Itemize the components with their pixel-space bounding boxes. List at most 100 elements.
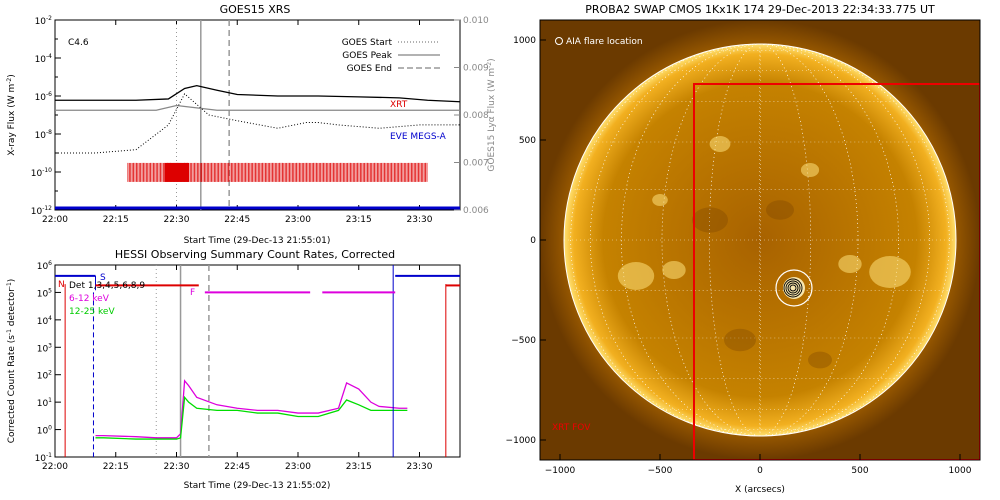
goes-xtick-label: 23:30 — [407, 215, 433, 225]
aia-marker-icon — [555, 37, 563, 45]
hessi-ylabel: Corrected Count Rate (s-1 detector-1) — [6, 279, 17, 444]
goes-chart: GOES15 XRS 22:00 22:15 22:30 22:45 23:00 23:1… — [0, 0, 500, 245]
active-region — [652, 194, 668, 206]
swap-image: PROBA2 SWAP CMOS 1Kx1K 174 29-Dec-2013 2… — [500, 0, 1000, 500]
aia-flare-circle — [775, 269, 813, 307]
goes-xrt-label: XRT — [390, 100, 408, 110]
xrt-fov-label: XRT FOV — [552, 423, 591, 433]
goes-lya-series — [55, 104, 460, 111]
flare-contour — [785, 280, 801, 296]
goes-ytick-right-label: 0.009 — [463, 64, 489, 74]
hessi-xtick-label: 22:00 — [42, 462, 68, 472]
hessi-ytick-label: 100 — [37, 425, 52, 437]
goes-title: GOES15 XRS — [220, 3, 291, 16]
hessi-xtick-label: 23:00 — [285, 462, 311, 472]
active-region — [869, 256, 911, 288]
goes-long-series — [55, 84, 461, 103]
hessi-flag-n: N — [58, 280, 65, 290]
hessi-ytick-label: 101 — [37, 397, 52, 409]
hessi-ytick-label: 105 — [37, 287, 52, 299]
longitude-line — [661, 43, 859, 437]
swap-xtick-label: 0 — [757, 466, 763, 476]
goes-xtick-label: 22:30 — [164, 215, 190, 225]
flare-contour — [783, 278, 803, 298]
goes-ylabel-right: GOES15 Lyα Flux (W m-2) — [486, 58, 497, 171]
hessi-ytick-label: 104 — [37, 315, 52, 327]
goes-ytick-right-label: 0.006 — [463, 206, 489, 216]
hessi-ytick-label: 103 — [37, 342, 52, 354]
hessi-title: HESSI Observing Summary Count Rates, Cor… — [115, 248, 395, 261]
active-region — [662, 261, 686, 279]
hessi-ytick-label: 106 — [37, 260, 52, 272]
goes-legend-label: GOES Peak — [342, 51, 392, 61]
active-region — [617, 262, 655, 290]
goes-ytick-label: 10-10 — [31, 167, 52, 179]
flare-contour — [789, 284, 797, 292]
hessi-plot-area — [54, 264, 461, 458]
active-region — [838, 255, 862, 273]
hessi-legend-612: 6-12 keV — [69, 294, 110, 304]
goes-flare-class: C4.6 — [68, 38, 89, 48]
swap-annotation: AIA flare location — [566, 37, 643, 47]
flare-contour — [787, 282, 799, 294]
dark-region — [692, 207, 728, 233]
hessi-flag-f: F — [190, 288, 195, 298]
goes-short-series — [55, 93, 460, 154]
goes-eve-label: EVE MEGS-A — [390, 132, 447, 142]
hessi-legend-det: Det 1,3,4,5,6,8,9 — [69, 281, 145, 291]
dark-region — [766, 200, 794, 220]
swap-xtick-label: −1000 — [545, 466, 576, 476]
hessi-xlabel: Start Time (29-Dec-13 21:55:02) — [184, 481, 331, 491]
swap-ytick-label: 1000 — [513, 36, 536, 46]
goes-xlabel: Start Time (29-Dec-13 21:55:01) — [184, 236, 331, 245]
hessi-xtick-label: 22:15 — [103, 462, 129, 472]
longitude-line — [708, 43, 812, 437]
goes-ytick-right-label: 0.010 — [463, 16, 489, 26]
goes-xtick-label: 23:15 — [346, 215, 372, 225]
goes-xtick-label: 22:00 — [42, 215, 68, 225]
goes-ytick-label: 10-4 — [35, 53, 53, 65]
longitude-line — [589, 43, 931, 437]
dark-region — [724, 328, 756, 352]
hessi-series-12-25kev — [95, 395, 408, 440]
goes-legend-label: GOES Start — [342, 38, 393, 48]
goes-plot-area — [54, 19, 461, 211]
hessi-xtick-label: 23:15 — [346, 462, 372, 472]
longitude-line — [570, 43, 950, 437]
hessi-ytick-label: 102 — [37, 370, 52, 382]
swap-ytick-label: 500 — [519, 136, 536, 146]
goes-xtick-label: 22:45 — [224, 215, 250, 225]
goes-ytick-label: 10-8 — [35, 129, 53, 141]
goes-xtick-label: 23:00 — [285, 215, 311, 225]
goes-ytick-label: 10-12 — [31, 205, 52, 217]
swap-xlabel: X (arcsecs) — [735, 485, 785, 495]
hessi-xtick-label: 22:45 — [224, 462, 250, 472]
active-region — [800, 163, 820, 177]
active-region — [709, 136, 731, 152]
swap-xtick-label: 500 — [851, 466, 868, 476]
goes-ytick-label: 10-2 — [35, 15, 53, 27]
xrt-coverage-dense — [164, 162, 189, 182]
hessi-chart: HESSI Observing Summary Count Rates, Cor… — [0, 245, 500, 500]
goes-ylabel-left: X-ray Flux (W m-2) — [6, 74, 17, 155]
swap-ytick-label: −1000 — [506, 436, 537, 446]
goes-ytick-right-label: 0.007 — [463, 159, 489, 169]
dark-region — [808, 351, 832, 369]
goes-xtick-label: 22:15 — [103, 215, 129, 225]
goes-ytick-right-label: 0.008 — [463, 111, 489, 121]
swap-ytick-label: −500 — [511, 336, 536, 346]
hessi-flag-s: S — [100, 273, 106, 283]
longitude-line — [621, 43, 899, 437]
swap-title: PROBA2 SWAP CMOS 1Kx1K 174 29-Dec-2013 2… — [585, 3, 935, 16]
hessi-series-6-12kev — [95, 379, 408, 439]
swap-xtick-label: 1000 — [949, 466, 972, 476]
goes-legend-label: GOES End — [347, 64, 392, 74]
hessi-xtick-label: 22:30 — [164, 462, 190, 472]
goes-ytick-label: 10-6 — [35, 91, 53, 103]
hessi-legend-1225: 12-25 keV — [69, 307, 115, 317]
xrt-fov-box — [693, 83, 980, 460]
swap-xtick-label: −500 — [648, 466, 673, 476]
hessi-xtick-label: 23:30 — [407, 462, 433, 472]
swap-ytick-label: 0 — [530, 236, 536, 246]
hessi-ytick-label: 10-1 — [35, 452, 53, 464]
